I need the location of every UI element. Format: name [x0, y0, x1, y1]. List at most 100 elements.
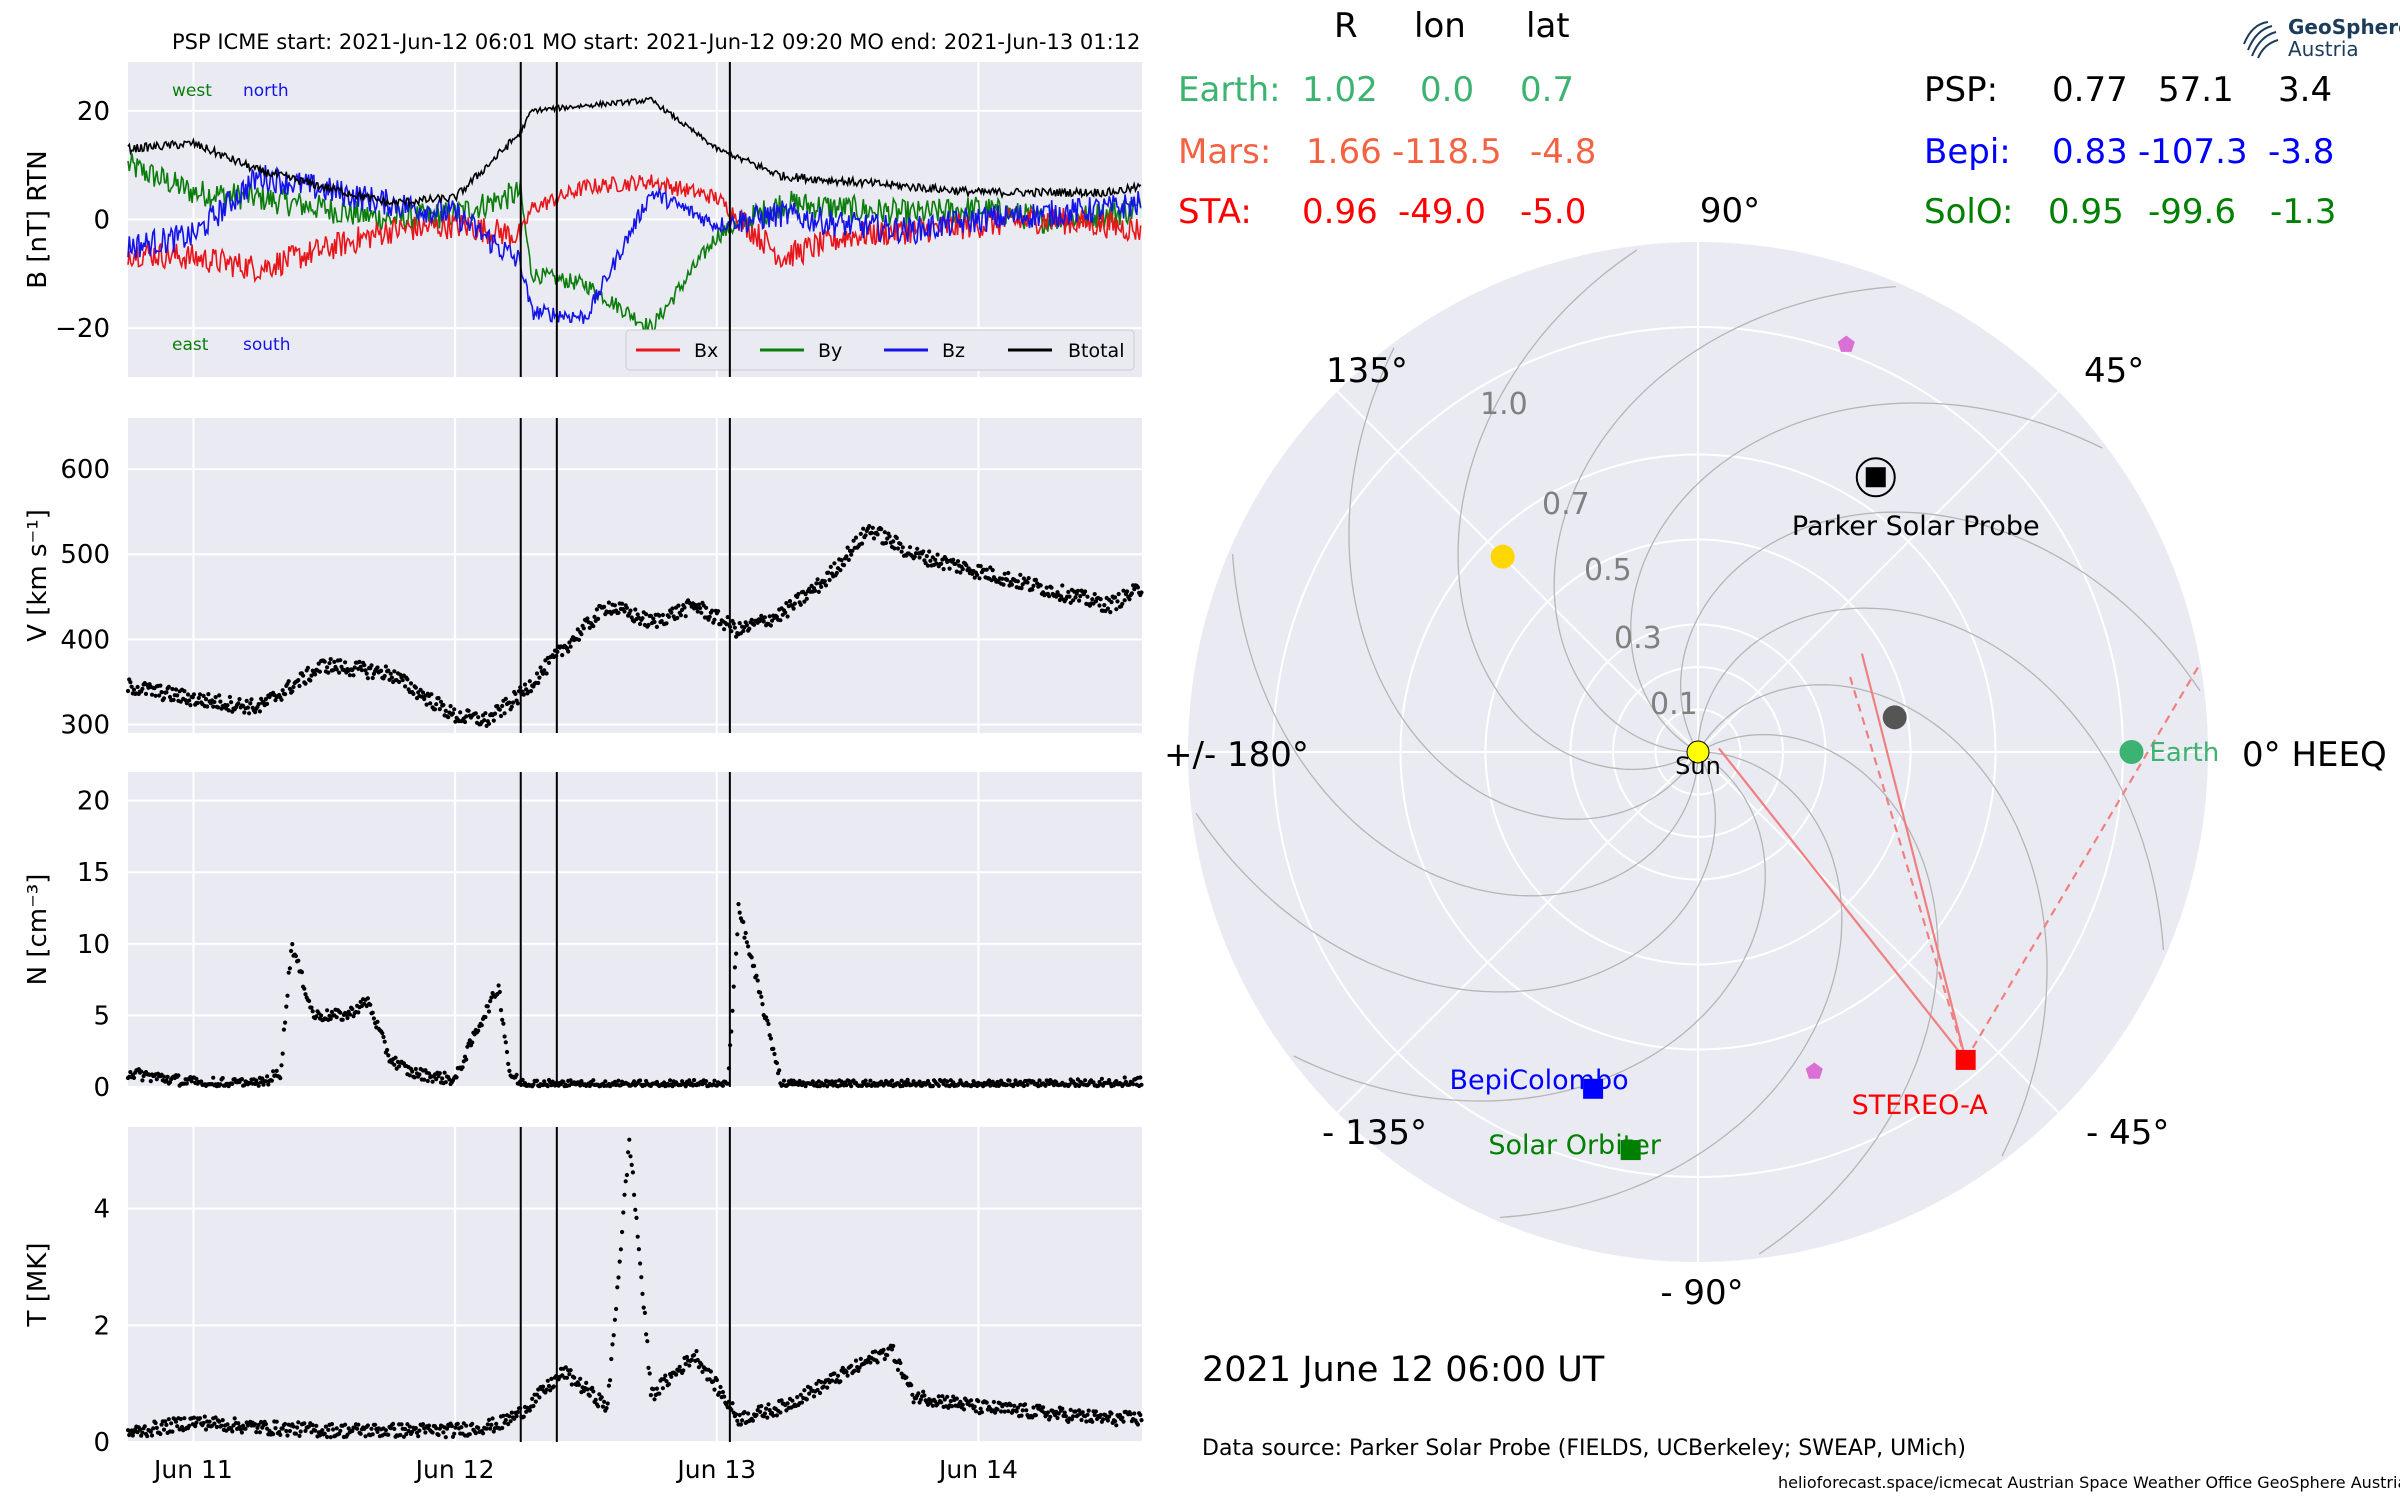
data-point [744, 940, 750, 945]
data-point [568, 1078, 573, 1083]
data-point [606, 1383, 612, 1388]
data-point [648, 613, 654, 619]
pos-earth-lon: 0.0 [1420, 70, 1475, 110]
data-point [945, 1394, 950, 1399]
data-point [575, 627, 580, 632]
series-line-by [127, 153, 1142, 334]
data-point [1077, 598, 1082, 603]
parker-spiral [1553, 285, 1897, 753]
data-point [287, 1428, 292, 1434]
plot-title: PSP ICME start: 2021-Jun-12 06:01 MO sta… [172, 30, 1141, 54]
data-point [961, 1407, 967, 1412]
data-point [832, 561, 837, 566]
data-point [581, 626, 586, 631]
data-point [476, 1425, 481, 1430]
data-point [940, 1394, 945, 1399]
data-point [417, 1428, 422, 1433]
data-point [766, 1402, 771, 1407]
data-point [161, 696, 167, 701]
y-tick-label: 20 [77, 97, 110, 127]
data-point [484, 1426, 489, 1431]
data-point [1138, 1075, 1143, 1080]
data-point [692, 1352, 697, 1358]
data-point [470, 1040, 475, 1045]
data-point [217, 1419, 222, 1424]
pos-psp-lat: 3.4 [2278, 70, 2333, 110]
parker-spiral [1701, 684, 2048, 1157]
data-point [669, 610, 674, 615]
data-point [373, 1422, 378, 1427]
data-point [1098, 1412, 1103, 1418]
data-point [1044, 585, 1049, 590]
data-point [413, 1066, 418, 1072]
data-point [502, 711, 507, 716]
label-north: north [243, 81, 289, 101]
data-point [819, 584, 824, 590]
data-point [849, 1363, 854, 1368]
data-point [771, 1046, 776, 1051]
data-point [501, 1413, 506, 1418]
data-point [930, 1084, 935, 1089]
data-point [337, 670, 342, 675]
data-point [365, 676, 370, 681]
data-point [211, 1075, 216, 1080]
data-point [991, 1399, 997, 1405]
pos-bepi-name: Bepi: [1924, 132, 2011, 172]
data-point [441, 702, 446, 708]
data-point [437, 1071, 442, 1076]
data-point [746, 944, 751, 949]
data-point [1000, 576, 1005, 581]
data-point [313, 1428, 318, 1433]
data-point [530, 1396, 535, 1401]
data-point [648, 1393, 654, 1398]
data-point [247, 711, 252, 716]
data-point [382, 673, 387, 679]
data-point [420, 690, 426, 695]
data-point [444, 1426, 450, 1431]
data-point [331, 1427, 336, 1432]
data-point [633, 607, 638, 612]
data-point [389, 675, 394, 680]
parker-spiral [1630, 402, 2103, 749]
data-point [815, 577, 820, 582]
data-point [491, 718, 496, 723]
data-point [917, 555, 922, 560]
data-point [230, 1081, 235, 1086]
data-point [507, 1068, 512, 1073]
data-point [170, 686, 175, 692]
data-point [232, 1416, 237, 1421]
data-point [381, 1034, 386, 1040]
data-point [712, 1387, 717, 1392]
data-point [612, 1317, 618, 1322]
data-point [725, 615, 730, 620]
data-point [614, 1306, 619, 1312]
data-point [633, 1207, 638, 1212]
data-point [534, 1392, 540, 1397]
data-point [508, 1419, 513, 1424]
data-point [560, 653, 565, 658]
data-point [771, 1413, 776, 1418]
pos-mars-lon: -118.5 [1392, 132, 1502, 172]
data-point [1127, 597, 1132, 602]
data-point [537, 675, 542, 680]
data-point [1113, 1419, 1118, 1424]
data-point [1108, 610, 1113, 615]
data-point [448, 704, 453, 709]
data-point [850, 548, 855, 553]
data-point [868, 1360, 873, 1365]
data-point [711, 1379, 716, 1384]
data-point [972, 575, 977, 580]
data-point [767, 1408, 772, 1413]
sta-fov-line [1860, 653, 1967, 1061]
data-point [351, 673, 356, 678]
data-point [1037, 1078, 1042, 1083]
data-point [630, 1170, 636, 1175]
data-point [710, 608, 715, 613]
data-point [846, 557, 851, 563]
data-point [479, 1023, 484, 1028]
data-point [291, 684, 296, 690]
data-point [870, 525, 875, 530]
data-point [804, 1397, 809, 1402]
data-point [436, 696, 441, 701]
data-point [295, 1425, 300, 1430]
